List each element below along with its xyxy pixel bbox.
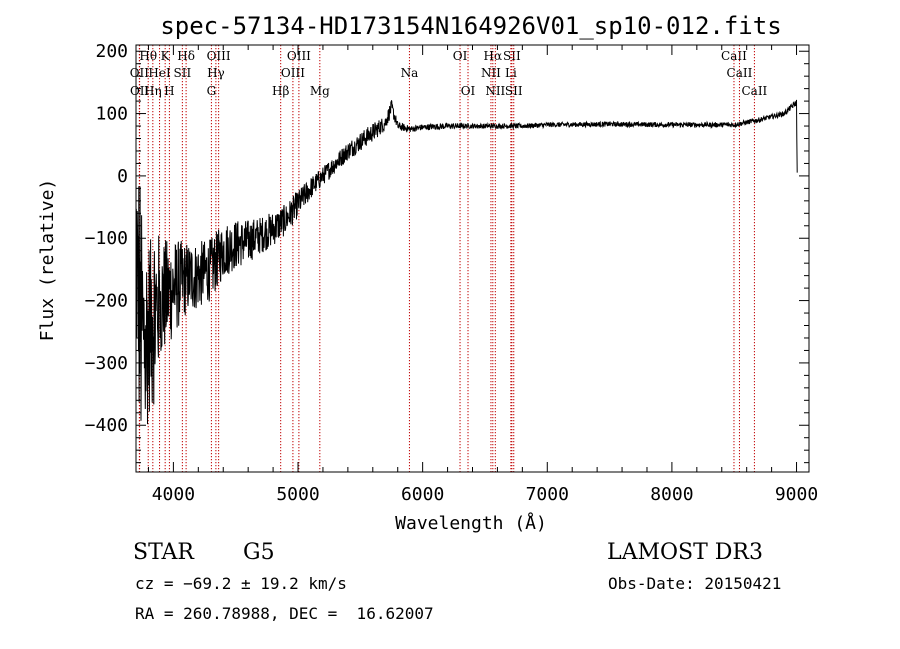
line-label: OIII [207,49,231,63]
line-label: CaII [741,84,767,98]
line-label: Na [401,66,419,80]
coordinates: RA = 260.78988, DEC = 16.62007 [135,604,434,623]
y-tick-label: −200 [85,291,128,312]
line-label: HeI [148,66,171,80]
spectrum-line [135,99,798,425]
line-label: Hδ [177,49,195,63]
line-label: Hβ [272,84,289,98]
line-label: Hθ [139,49,157,63]
line-label: SII [174,66,192,80]
line-label: NII [485,84,505,98]
y-tick-label: 100 [95,104,128,125]
redshift-cz: cz = −69.2 ± 19.2 km/s [135,574,347,593]
x-tick-label: 7000 [526,484,569,505]
y-tick-label: −400 [85,415,128,436]
line-label: OIII [287,49,311,63]
line-label: SII [503,49,521,63]
x-tick-label: 9000 [775,484,818,505]
line-label: OIII [281,66,305,80]
y-tick-label: 200 [95,41,128,62]
line-label: OI [461,84,476,98]
survey-name: LAMOST DR3 [607,540,763,565]
line-label: Li [505,66,517,80]
x-tick-label: 5000 [276,484,319,505]
object-class: STAR [133,540,194,565]
observation-date: Obs-Date: 20150421 [608,574,782,593]
x-tick-label: 4000 [152,484,195,505]
line-label: CaII [727,66,753,80]
line-label: Mg [310,84,330,98]
y-axis-label: Flux (relative) [37,179,58,342]
line-label: OII [130,84,150,98]
y-tick-label: −100 [85,228,128,249]
x-tick-label: 6000 [401,484,444,505]
line-label: CaII [721,49,747,63]
x-tick-label: 8000 [650,484,693,505]
chart-title: spec-57134-HD173154N164926V01_sp10-012.f… [160,12,781,40]
line-label: OI [453,49,468,63]
line-label: H [164,84,174,98]
line-label: K [161,49,171,63]
y-tick-label: 0 [117,166,128,187]
line-label: NII [481,66,501,80]
line-label: Hα [484,49,503,63]
line-label: G [207,84,217,98]
line-label: Hγ [207,66,225,80]
y-tick-label: −300 [85,353,128,374]
object-subclass: G5 [243,540,275,565]
plot-area: OIIOIIHθHηHeIKHSIIHδGOIIIHγHβOIIIOIIIMgN… [85,41,819,505]
line-label: Hη [144,84,162,98]
line-label: SII [505,84,523,98]
x-axis-label: Wavelength (Å) [395,512,547,534]
